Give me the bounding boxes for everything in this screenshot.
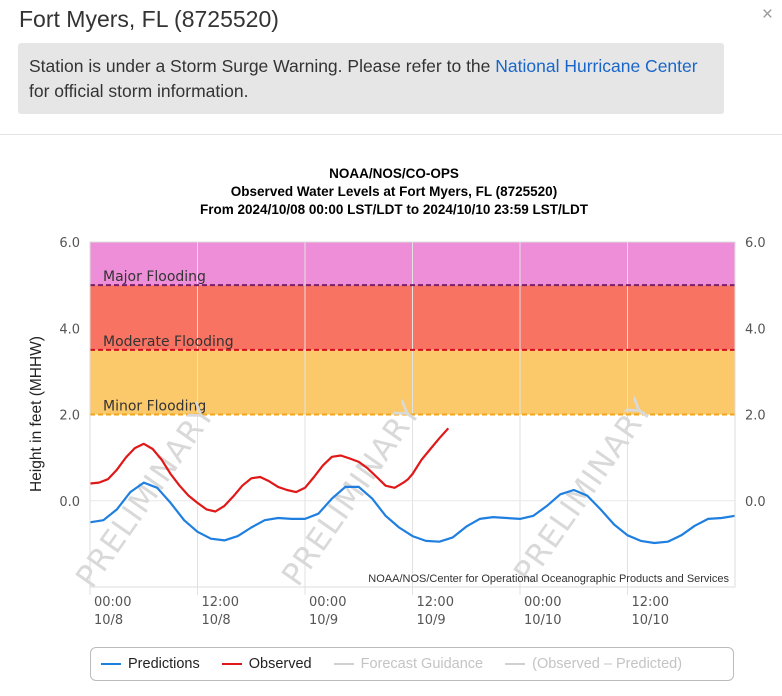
x-tick-date: 10/9	[309, 613, 338, 628]
y-tick-label-right: 0.0	[745, 495, 766, 510]
chart-credit: NOAA/NOS/Center for Operational Oceanogr…	[368, 573, 729, 585]
x-tick-time: 00:00	[524, 595, 561, 610]
legend-label: Observed	[248, 656, 312, 672]
series-line-observed	[89, 427, 450, 513]
storm-warning-alert: Station is under a Storm Surge Warning. …	[18, 43, 724, 114]
legend-swatch	[221, 662, 242, 666]
plot-area: Major Flooding Moderate Flooding Minor Flo…	[59, 236, 765, 628]
y-tick-label: 2.0	[59, 409, 80, 424]
flood-band-label: Moderate Flooding	[103, 334, 234, 350]
watermark: PRELIMINARY	[69, 397, 222, 595]
legend-item-forecast-guidance[interactable]: Forecast Guidance	[333, 656, 484, 672]
series-line-predictions	[89, 481, 736, 545]
flood-band-label: Major Flooding	[103, 269, 206, 285]
x-tick-date: 10/8	[202, 613, 231, 628]
y-tick-label: 6.0	[59, 236, 80, 251]
watermark: PRELIMINARY	[275, 395, 428, 593]
x-tick-date: 10/10	[524, 613, 561, 628]
y-tick-label-right: 6.0	[745, 236, 766, 251]
close-icon[interactable]: ×	[761, 4, 773, 25]
chart-date-range: From 2024/10/08 00:00 LST/LDT to 2024/10…	[200, 202, 589, 217]
national-hurricane-center-link[interactable]: National Hurricane Center	[495, 56, 698, 76]
y-tick-label: 0.0	[59, 495, 80, 510]
x-tick-time: 00:00	[94, 595, 131, 610]
divider	[0, 134, 782, 135]
x-tick-date: 10/10	[632, 613, 669, 628]
y-tick-label-right: 2.0	[745, 409, 766, 424]
legend-label: Forecast Guidance	[360, 656, 484, 672]
legend-item-observed-minus-predicted[interactable]: (Observed – Predicted)	[505, 656, 682, 672]
y-tick-label: 4.0	[59, 322, 80, 337]
legend-swatch	[101, 662, 121, 666]
chart-subtitle: Observed Water Levels at Fort Myers, FL …	[231, 184, 557, 199]
legend-swatch	[333, 662, 354, 666]
alert-text-2: for official storm information.	[29, 81, 249, 101]
page-title: Fort Myers, FL (8725520)	[19, 6, 279, 32]
y-tick-label-right: 4.0	[745, 322, 766, 337]
x-tick-date: 10/8	[94, 613, 123, 628]
legend-item-predictions[interactable]: Predictions	[101, 656, 200, 672]
x-tick-time: 12:00	[632, 595, 669, 610]
chart-title: NOAA/NOS/CO-OPS	[329, 166, 459, 181]
chart-legend: Predictions Observed Forecast Guidance (…	[90, 647, 734, 681]
x-tick-date: 10/9	[417, 613, 446, 628]
legend-label: (Observed – Predicted)	[532, 656, 683, 672]
legend-swatch	[505, 662, 526, 666]
flood-band-label: Minor Flooding	[103, 399, 206, 415]
x-tick-time: 12:00	[417, 595, 454, 610]
legend-label: Predictions	[128, 656, 200, 672]
watermark: PRELIMINARY	[507, 392, 660, 590]
x-tick-time: 00:00	[309, 595, 346, 610]
plot-border	[89, 241, 736, 588]
water-level-chart: NOAA/NOS/CO-OPS Observed Water Levels at…	[28, 166, 766, 628]
alert-text: Station is under a Storm Surge Warning. …	[29, 56, 496, 76]
legend-item-observed[interactable]: Observed	[221, 656, 312, 672]
x-tick-time: 12:00	[202, 595, 239, 610]
y-axis-label: Height in feet (MHHW)	[28, 336, 45, 492]
